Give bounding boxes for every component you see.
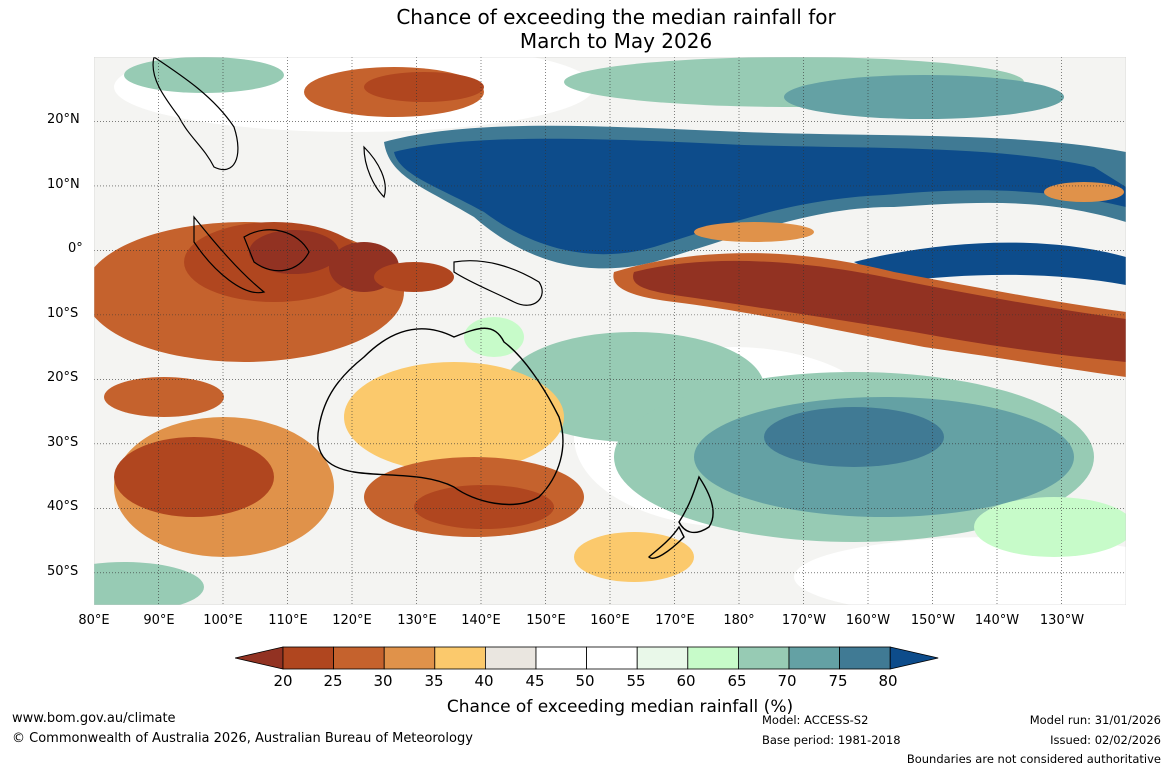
- footer-base-period: Base period: 1981-2018: [762, 733, 901, 747]
- legend-swatch: [535, 646, 587, 670]
- lon-tick-label: 130°E: [397, 613, 437, 628]
- lon-tick-label: 160°W: [845, 613, 891, 628]
- new-guinea-coastline: [453, 260, 543, 306]
- lon-tick-label: 130°W: [1039, 613, 1085, 628]
- legend-tick-label: 50: [575, 672, 595, 690]
- legend-tick-label: 65: [727, 672, 747, 690]
- legend-tick-label: 60: [676, 672, 696, 690]
- dry-region: [344, 362, 564, 472]
- wet-region: [974, 497, 1126, 557]
- legend-swatch: [282, 646, 334, 670]
- legend-swatch: [839, 646, 891, 670]
- lon-tick-label: 160°E: [590, 613, 630, 628]
- legend-tick-label: 40: [474, 672, 494, 690]
- legend-tick-label: 55: [626, 672, 646, 690]
- legend-swatch: [383, 646, 436, 670]
- legend-tick-label: 45: [525, 672, 545, 690]
- footer-model: Model: ACCESS-S2: [762, 713, 869, 727]
- lon-tick-label: 150°W: [910, 613, 956, 628]
- australia-coastline: [317, 327, 564, 505]
- legend-swatch: [788, 646, 840, 670]
- dry-region: [414, 485, 554, 529]
- legend-swatch: [434, 646, 486, 670]
- lon-tick-label: 140°E: [461, 613, 501, 628]
- lat-tick-label: 50°S: [47, 564, 79, 579]
- dry-region: [249, 230, 339, 274]
- wet-region: [764, 407, 944, 467]
- dry-region: [364, 72, 484, 102]
- legend-swatch: [687, 646, 739, 670]
- wet-region: [124, 57, 284, 93]
- rainfall-outlook-map: [94, 57, 1126, 605]
- lat-tick-label: 10°N: [47, 177, 80, 192]
- lat-tick-label: 0°: [68, 241, 83, 256]
- legend-extend-high: [889, 646, 939, 670]
- legend-tick-label: 80: [878, 672, 898, 690]
- lon-tick-label: 170°W: [781, 613, 827, 628]
- lon-tick-label: 100°E: [203, 613, 243, 628]
- dry-region: [574, 532, 694, 582]
- new-zealand-north-island: [678, 475, 714, 534]
- very-wet-band: [394, 138, 1126, 255]
- lon-tick-label: 80°E: [78, 613, 110, 628]
- legend-swatch: [586, 646, 638, 670]
- legend-tick-label: 20: [273, 672, 293, 690]
- southeast-asia-coastline: [152, 57, 239, 171]
- wet-region: [464, 317, 524, 357]
- dry-region: [694, 222, 814, 242]
- wet-region: [784, 75, 1064, 119]
- map-title-line-1: Chance of exceeding the median rainfall …: [396, 5, 836, 29]
- graticule: [94, 57, 1126, 605]
- lon-tick-label: 140°W: [974, 613, 1020, 628]
- legend-tick-label: 30: [373, 672, 393, 690]
- dry-region: [114, 437, 274, 517]
- legend-swatch: [484, 646, 537, 670]
- map-canvas: [94, 57, 1126, 605]
- lat-tick-label: 40°S: [47, 499, 79, 514]
- legend-tick-label: 75: [828, 672, 848, 690]
- lat-tick-label: 20°S: [47, 370, 79, 385]
- borneo-coastline: [243, 229, 310, 272]
- footer-disclaimer: Boundaries are not considered authoritat…: [906, 752, 1161, 766]
- very-wet-band: [854, 242, 1126, 285]
- lat-tick-label: 10°S: [47, 306, 79, 321]
- legend-colorbar: [235, 646, 939, 670]
- legend-swatch: [636, 646, 689, 670]
- footer-copyright: © Commonwealth of Australia 2026, Austra…: [12, 731, 473, 746]
- new-zealand-south-island: [648, 525, 685, 559]
- legend-extend-low: [235, 646, 284, 670]
- lon-tick-label: 120°E: [332, 613, 372, 628]
- dry-region: [1044, 182, 1124, 202]
- footer-url: www.bom.gov.au/climate: [12, 711, 176, 726]
- dry-region: [374, 262, 454, 292]
- philippines-coastline: [363, 145, 386, 199]
- legend-tick-label: 70: [777, 672, 797, 690]
- lon-tick-label: 150°E: [526, 613, 566, 628]
- dry-region: [104, 377, 224, 417]
- lat-tick-label: 30°S: [47, 435, 79, 450]
- lat-tick-label: 20°N: [47, 112, 80, 127]
- footer-issued: Issued: 02/02/2026: [1050, 733, 1161, 747]
- legend-title: Chance of exceeding median rainfall (%): [446, 697, 794, 717]
- sumatra-coastline: [193, 215, 266, 294]
- legend-swatch: [737, 646, 790, 670]
- dry-band: [633, 260, 1126, 362]
- map-title-line-2: March to May 2026: [519, 29, 713, 53]
- lon-tick-label: 110°E: [268, 613, 308, 628]
- legend-tick-label: 25: [323, 672, 343, 690]
- footer-model-run: Model run: 31/01/2026: [1029, 713, 1161, 727]
- legend-tick-label: 35: [424, 672, 444, 690]
- legend-swatch: [333, 646, 385, 670]
- lon-tick-label: 170°E: [655, 613, 695, 628]
- lon-tick-label: 180°: [723, 613, 755, 628]
- lon-tick-label: 90°E: [143, 613, 175, 628]
